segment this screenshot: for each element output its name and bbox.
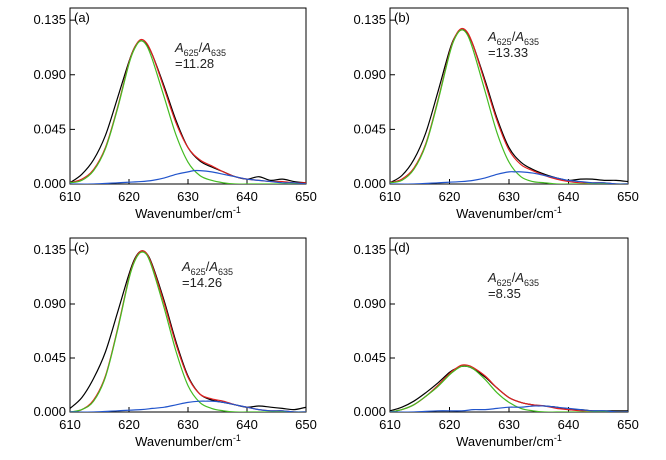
ratio-label: A625/A635 — [487, 270, 539, 288]
y-tick-label: 0.135 — [33, 242, 66, 257]
plot-frame — [69, 7, 307, 185]
series-fit-line — [390, 364, 628, 412]
ratio-label: A625/A635 — [487, 29, 539, 47]
y-tick-label: 0.045 — [33, 350, 66, 365]
y-tick-label: 0.000 — [33, 176, 66, 191]
y-tick-label: 0.135 — [353, 242, 386, 257]
x-tick-label: 640 — [236, 189, 258, 204]
x-axis-title: Wavenumber/cm-1 — [135, 205, 241, 221]
plot-frame — [389, 7, 629, 185]
series-peak-635-line — [70, 400, 306, 412]
chart-panel-d: 0.000 0.045 0.090 0.135 610 620 630 640 650 Waven… — [353, 237, 639, 449]
ratio-value: =13.33 — [488, 45, 528, 60]
x-tick-label: 620 — [439, 189, 461, 204]
series-measured-line — [70, 40, 306, 184]
x-axis-title: Wavenumber/cm-1 — [456, 433, 562, 449]
ratio-value: =8.35 — [488, 286, 521, 301]
x-tick-label: 650 — [295, 417, 317, 432]
y-tick-label: 0.000 — [33, 404, 66, 419]
series-peak-635-line — [70, 169, 306, 184]
x-tick-label: 620 — [118, 417, 140, 432]
panel-label: (a) — [74, 10, 90, 25]
y-tick-label: 0.000 — [353, 404, 386, 419]
ratio-value: =11.28 — [175, 56, 214, 71]
x-tick-label: 620 — [118, 189, 140, 204]
series-measured-line — [390, 29, 628, 184]
series-peak-635-line — [390, 405, 628, 412]
panel-label: (b) — [394, 10, 410, 25]
series-measured-line — [390, 365, 628, 412]
x-tick-label: 620 — [439, 417, 461, 432]
y-tick-label: 0.090 — [353, 296, 386, 311]
panel-label: (d) — [394, 240, 410, 255]
x-tick-label: 630 — [177, 189, 199, 204]
series-peak-625-line — [70, 40, 306, 184]
chart-panel-a: 0.000 0.045 0.090 0.135 610 620 630 640 650 Waven… — [33, 7, 317, 221]
x-tick-label: 630 — [498, 417, 520, 432]
series-measured-line — [70, 250, 306, 411]
y-tick-label: 0.045 — [353, 121, 386, 136]
x-tick-label: 650 — [295, 189, 317, 204]
x-tick-label: 610 — [59, 417, 81, 432]
x-tick-label: 610 — [379, 189, 401, 204]
x-tick-label: 610 — [379, 417, 401, 432]
ratio-value: =14.26 — [182, 275, 222, 290]
chart-panel-c: 0.000 0.045 0.090 0.135 610 620 630 640 650 Waven… — [33, 237, 317, 449]
x-axis-title: Wavenumber/cm-1 — [456, 205, 562, 221]
y-tick-label: 0.000 — [353, 176, 386, 191]
x-tick-label: 640 — [558, 189, 580, 204]
x-tick-label: 630 — [498, 189, 520, 204]
series-peak-625-line — [390, 365, 628, 412]
x-axis-title: Wavenumber/cm-1 — [135, 433, 241, 449]
y-tick-label: 0.135 — [33, 12, 66, 27]
y-tick-label: 0.045 — [353, 350, 386, 365]
x-tick-label: 610 — [59, 189, 81, 204]
series-peak-625-line — [390, 29, 628, 184]
y-tick-label: 0.090 — [33, 67, 66, 82]
x-tick-label: 650 — [617, 189, 639, 204]
panel-label: (c) — [74, 240, 89, 255]
ratio-label: A625/A635 — [181, 259, 233, 277]
series-peak-635-line — [390, 171, 628, 184]
series-peak-625-line — [70, 251, 306, 412]
y-tick-label: 0.135 — [353, 12, 386, 27]
x-tick-label: 630 — [177, 417, 199, 432]
plot-frame — [389, 237, 629, 413]
x-tick-label: 640 — [558, 417, 580, 432]
y-tick-label: 0.090 — [33, 296, 66, 311]
ratio-label: A625/A635 — [174, 40, 226, 58]
x-tick-label: 650 — [617, 417, 639, 432]
x-tick-label: 640 — [236, 417, 258, 432]
chart-panel-b: 0.000 0.045 0.090 0.135 610 620 630 640 650 Waven… — [353, 7, 639, 221]
y-tick-label: 0.090 — [353, 67, 386, 82]
y-tick-label: 0.045 — [33, 121, 66, 136]
